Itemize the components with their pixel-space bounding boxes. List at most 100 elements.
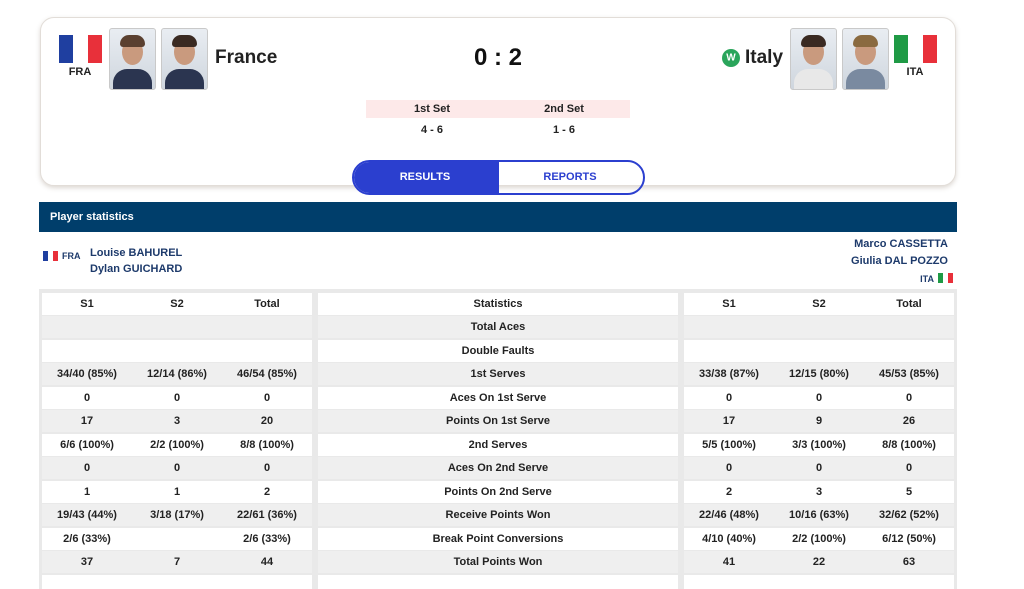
- cell-text: S1: [80, 298, 94, 310]
- cell-text: Total: [896, 298, 922, 310]
- player-photo: [842, 28, 889, 90]
- table-cell-bg: [318, 504, 678, 526]
- table-cell-bg: [318, 410, 678, 432]
- cell-text: 3: [173, 415, 181, 427]
- table-cell-bg: [684, 363, 954, 385]
- cell-text: 37: [80, 556, 94, 568]
- cell-text: Total Points Won: [453, 556, 543, 568]
- cell-text: 0: [173, 462, 181, 474]
- set-label: 2nd Set: [544, 103, 584, 115]
- cell-text: 44: [260, 556, 274, 568]
- set-score: 4 - 6: [420, 124, 444, 136]
- cell-text: 1: [173, 485, 181, 498]
- cell-text: 3/3 (100%): [792, 438, 846, 451]
- cell-text: 3: [815, 485, 823, 498]
- cell-text: 4/10 (40%): [702, 532, 756, 545]
- table-cell-bg: [318, 386, 678, 409]
- cell-text: 12/14 (86%): [147, 368, 207, 380]
- cell-text: 45/53 (85%): [879, 368, 939, 380]
- cell-text: 0: [83, 391, 91, 404]
- cell-text: 20: [260, 415, 274, 427]
- table-cell-bg: [42, 363, 312, 385]
- cell-text: 26: [902, 415, 916, 427]
- cell-text: 22/46 (48%): [699, 509, 759, 521]
- player-photo: [109, 28, 156, 90]
- table-cell-bg: [684, 574, 954, 589]
- table-cell-bg: [42, 480, 312, 503]
- tab[interactable]: RESULTS: [399, 171, 451, 183]
- cell-text: 32/62 (52%): [879, 509, 939, 521]
- table-cell-bg: [318, 316, 678, 338]
- table-cell-bg: [684, 433, 954, 456]
- team-code: FRA: [68, 66, 92, 78]
- table-cell-bg: [318, 433, 678, 456]
- player-photo: [790, 28, 837, 90]
- cell-text: 34/40 (85%): [57, 368, 117, 380]
- table-cell-bg: [42, 386, 312, 409]
- table-cell-bg: [42, 316, 312, 338]
- cell-text: 33/38 (87%): [699, 368, 759, 380]
- cell-text: 6/12 (50%): [882, 532, 936, 545]
- table-cell-bg: [684, 527, 954, 550]
- table-cell-bg: [42, 339, 312, 362]
- cell-text: 0: [725, 462, 733, 474]
- table-cell-bg: [42, 293, 312, 315]
- badge-text: W: [726, 52, 736, 64]
- cell-text: 2/2 (100%): [150, 438, 204, 451]
- cell-text: 5: [905, 485, 913, 498]
- cell-text: Break Point Conversions: [432, 532, 564, 545]
- table-cell-bg: [318, 574, 678, 589]
- cell-text: Points On 1st Serve: [446, 415, 550, 427]
- player-photo: [161, 28, 208, 90]
- table-cell-bg: [42, 527, 312, 550]
- cell-text: Total: [254, 298, 280, 310]
- table-cell-bg: [684, 457, 954, 479]
- table-cell-bg: [684, 551, 954, 573]
- player-name: Louise BAHUREL: [90, 247, 183, 259]
- tab[interactable]: REPORTS: [543, 171, 597, 183]
- table-cell-bg: [318, 551, 678, 573]
- cell-text: 19/43 (44%): [57, 509, 117, 521]
- team-code: FRA: [62, 251, 81, 261]
- cell-text: S2: [812, 298, 826, 310]
- table-cell-bg: [42, 504, 312, 526]
- cell-text: 0: [815, 462, 823, 474]
- cell-text: 7: [173, 556, 181, 568]
- table-cell-bg: [318, 457, 678, 479]
- table-cell-bg: [42, 457, 312, 479]
- table-cell-bg: [684, 293, 954, 315]
- cell-text: Receive Points Won: [445, 509, 551, 521]
- flag-france-small: [43, 251, 58, 261]
- set-score: 1 - 6: [552, 124, 576, 136]
- stats-header-bar: [39, 202, 957, 232]
- team-code: ITA: [920, 274, 934, 284]
- set-label: 1st Set: [413, 103, 451, 115]
- table-cell-bg: [42, 410, 312, 432]
- cell-text: 12/15 (80%): [789, 368, 849, 380]
- table-cell-bg: [318, 293, 678, 315]
- team-name: Italy: [745, 47, 784, 68]
- cell-text: 46/54 (85%): [237, 368, 297, 380]
- cell-text: 0: [83, 462, 91, 474]
- cell-text: 0: [905, 462, 913, 474]
- team-name: France: [215, 47, 278, 68]
- cell-text: 9: [815, 415, 823, 427]
- sets-header: [366, 100, 630, 118]
- cell-text: 8/8 (100%): [882, 438, 936, 451]
- cell-text: 2/2 (100%): [792, 532, 846, 545]
- flag-italy: [894, 35, 937, 63]
- table-cell-bg: [42, 574, 312, 589]
- table-cell-bg: [684, 316, 954, 338]
- table-cell-bg: [684, 480, 954, 503]
- tab-active: [354, 162, 499, 193]
- player-name: Marco CASSETTA: [854, 238, 948, 250]
- table-cell-bg: [42, 551, 312, 573]
- cell-text: 0: [905, 391, 913, 404]
- cell-text: 22: [812, 556, 826, 568]
- cell-text: 22/61 (36%): [237, 509, 297, 521]
- score: 0 : 2: [473, 44, 523, 71]
- cell-text: 0: [263, 391, 271, 404]
- cell-text: 1st Serves: [470, 368, 526, 380]
- cell-text: Total Aces: [470, 321, 526, 333]
